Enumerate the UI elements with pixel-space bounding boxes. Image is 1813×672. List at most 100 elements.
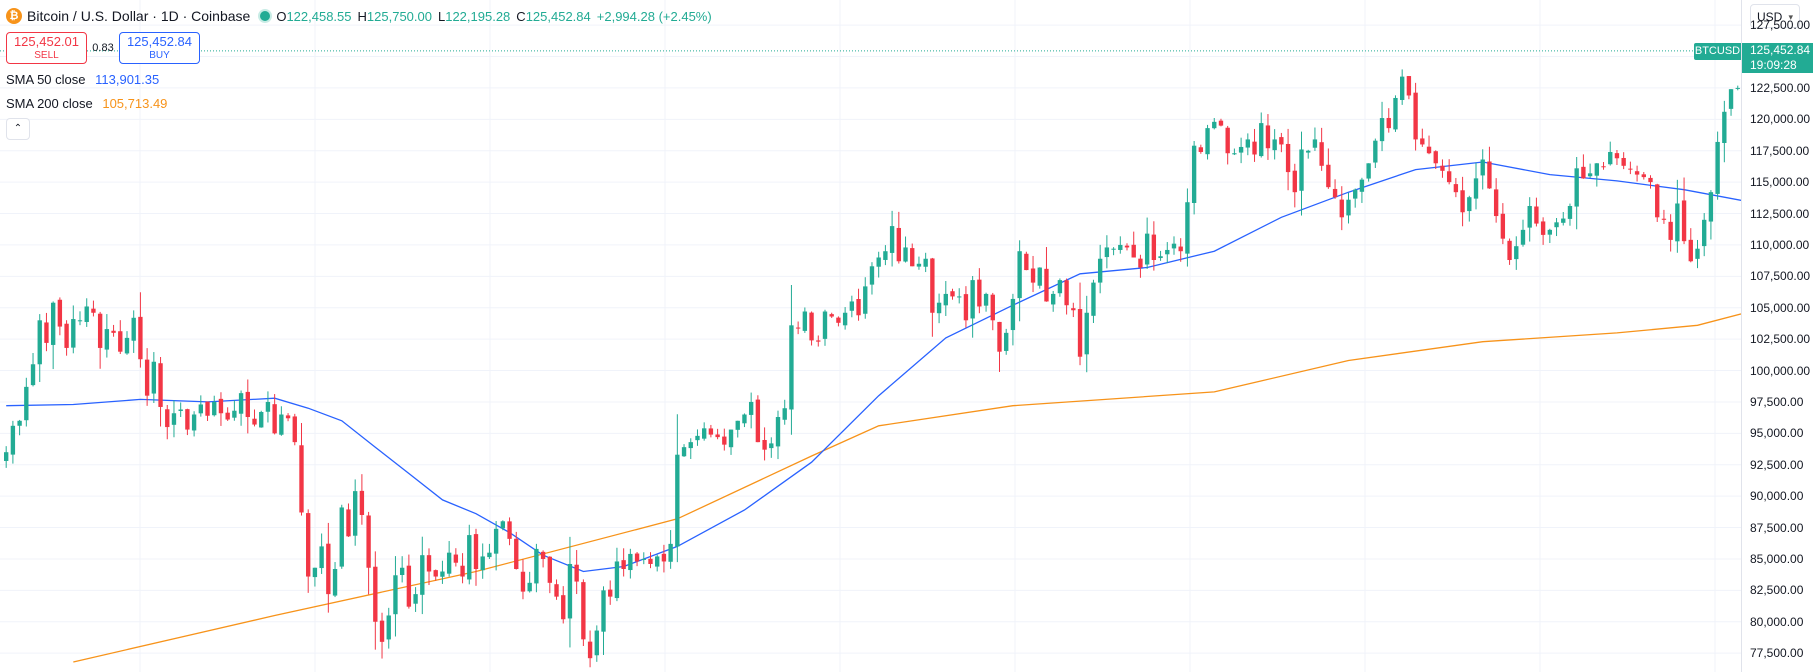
candle-up (1695, 248, 1700, 259)
candle-down (1500, 213, 1506, 239)
price-axis[interactable]: USD ▾ 127,500.00125,000.00122,500.00120,… (1741, 0, 1813, 672)
candle-down (1178, 246, 1183, 252)
candle-up (1514, 246, 1519, 260)
indicator-name: SMA 50 close (6, 72, 86, 87)
candle-down (245, 391, 250, 418)
last-price-label: 125,452.84 19:09:28 (1742, 42, 1813, 73)
candle-up (742, 414, 747, 424)
candle-up (916, 263, 922, 267)
candle-up (1312, 139, 1318, 148)
candle-up (769, 443, 774, 449)
trade-buttons: 125,452.01 SELL 0.83 125,452.84 BUY (6, 32, 718, 64)
indicator-sma50[interactable]: SMA 50 close 113,901.35 (6, 72, 718, 88)
candle-down (1064, 280, 1069, 306)
candle-down (1628, 168, 1633, 170)
ohlc-low: L122,195.28 (437, 8, 511, 24)
candle-up (386, 615, 391, 640)
candle-up (695, 435, 700, 441)
candle-up (1366, 163, 1371, 179)
candle-down (1386, 117, 1391, 129)
candle-up (1480, 159, 1485, 176)
candle-up (748, 401, 754, 415)
candle-down (1339, 199, 1344, 218)
candle-up (936, 302, 942, 314)
candle-up (1547, 229, 1553, 235)
candle-up (171, 413, 177, 425)
candle-down (520, 571, 526, 592)
candle-down (91, 308, 96, 313)
buy-button[interactable]: 125,452.84 BUY (119, 32, 200, 64)
candle-down (1460, 190, 1465, 213)
candle-up (1091, 282, 1096, 316)
candlestick-chart[interactable] (0, 0, 1741, 672)
candle-down (252, 418, 257, 425)
candle-down (997, 321, 1002, 352)
candle-down (205, 401, 210, 416)
candle-up (17, 420, 22, 426)
candle-down (1218, 120, 1224, 126)
candle-up (943, 293, 948, 306)
chart-gridlines (0, 0, 1741, 672)
candle-up (500, 521, 506, 529)
candle-up (259, 411, 264, 428)
candle-down (272, 404, 277, 434)
candle-up (319, 546, 324, 569)
sell-button[interactable]: 125,452.01 SELL (6, 32, 87, 64)
candle-up (1185, 202, 1190, 254)
candle-down (306, 513, 311, 577)
candle-up (124, 337, 130, 354)
candle-down (1534, 206, 1539, 224)
candle-up (50, 302, 56, 345)
chart-pane[interactable]: BTCUSD (0, 0, 1741, 672)
candle-up (1144, 233, 1150, 265)
price-tick-label: 127,500.00 (1750, 18, 1811, 33)
candle-up (312, 567, 318, 578)
candle-up (353, 491, 358, 536)
candle-up (1272, 139, 1277, 151)
candle-down (359, 490, 365, 515)
candle-down (514, 538, 519, 570)
candle-up (30, 364, 36, 386)
candle-down (587, 641, 593, 659)
candle-up (655, 556, 660, 567)
candle-up (889, 226, 895, 253)
candle-down (1131, 244, 1136, 258)
candle-up (1675, 203, 1680, 242)
candle-up (789, 325, 794, 410)
candle-down (990, 294, 995, 321)
candle-up (1379, 118, 1385, 142)
price-change: +2,994.28 (+2.45%) (596, 8, 712, 24)
candle-up (802, 311, 808, 331)
candle-down (1225, 127, 1230, 154)
candle-down (218, 398, 224, 414)
candle-up (863, 286, 868, 314)
candle-up (702, 428, 707, 439)
market-status-icon[interactable] (260, 11, 271, 21)
ohlc-high: H125,750.00 (357, 8, 432, 24)
candle-down (1124, 245, 1130, 248)
candle-down (1252, 141, 1257, 155)
candle-up (1608, 151, 1613, 165)
candle-down (1601, 166, 1606, 168)
candle-down (285, 415, 291, 419)
collapse-legend-button[interactable]: ⌃ (6, 118, 30, 140)
last-price: 125,452.84 (1750, 42, 1811, 57)
candle-up (1473, 178, 1479, 199)
candle-down (426, 555, 432, 572)
candle-down (144, 359, 150, 396)
candle-down (1507, 240, 1512, 261)
currency-select[interactable]: USD ▾ (1750, 4, 1800, 28)
candle-down (1279, 137, 1284, 145)
candle-down (715, 434, 720, 438)
symbol-header[interactable]: ₿ Bitcoin / U.S. Dollar · 1D · Coinbase … (6, 6, 718, 26)
candle-down (158, 363, 163, 407)
indicator-sma200[interactable]: SMA 200 close 105,713.49 (6, 96, 718, 112)
candle-down (1446, 171, 1452, 183)
candle-down (1077, 309, 1083, 357)
candle-down (1614, 153, 1620, 159)
candle-down (1634, 171, 1640, 175)
candle-down (574, 564, 579, 582)
symbol-title[interactable]: Bitcoin / U.S. Dollar · 1D · Coinbase (27, 8, 251, 24)
candle-up (10, 425, 16, 455)
price-tick-label: 115,000.00 (1750, 175, 1810, 190)
